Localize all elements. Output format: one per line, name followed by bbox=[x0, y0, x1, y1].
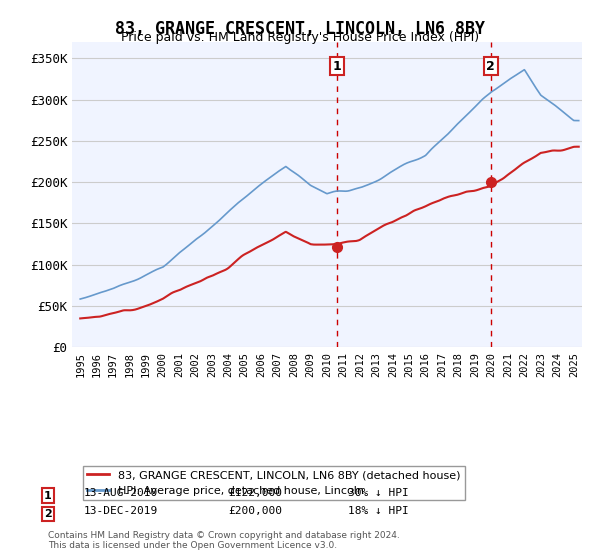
Text: 1: 1 bbox=[44, 491, 52, 501]
Text: 13-DEC-2019: 13-DEC-2019 bbox=[84, 506, 158, 516]
Text: £200,000: £200,000 bbox=[228, 506, 282, 516]
Text: 2: 2 bbox=[44, 509, 52, 519]
Text: Contains HM Land Registry data © Crown copyright and database right 2024.
This d: Contains HM Land Registry data © Crown c… bbox=[48, 530, 400, 550]
Text: 2: 2 bbox=[487, 60, 495, 73]
Text: 13-AUG-2010: 13-AUG-2010 bbox=[84, 488, 158, 498]
Text: 18% ↓ HPI: 18% ↓ HPI bbox=[348, 506, 409, 516]
Legend: 83, GRANGE CRESCENT, LINCOLN, LN6 8BY (detached house), HPI: Average price, deta: 83, GRANGE CRESCENT, LINCOLN, LN6 8BY (d… bbox=[83, 466, 465, 500]
Text: £122,000: £122,000 bbox=[228, 488, 282, 498]
Text: Price paid vs. HM Land Registry's House Price Index (HPI): Price paid vs. HM Land Registry's House … bbox=[121, 31, 479, 44]
Text: 83, GRANGE CRESCENT, LINCOLN, LN6 8BY: 83, GRANGE CRESCENT, LINCOLN, LN6 8BY bbox=[115, 20, 485, 38]
Text: 1: 1 bbox=[332, 60, 341, 73]
Text: 30% ↓ HPI: 30% ↓ HPI bbox=[348, 488, 409, 498]
